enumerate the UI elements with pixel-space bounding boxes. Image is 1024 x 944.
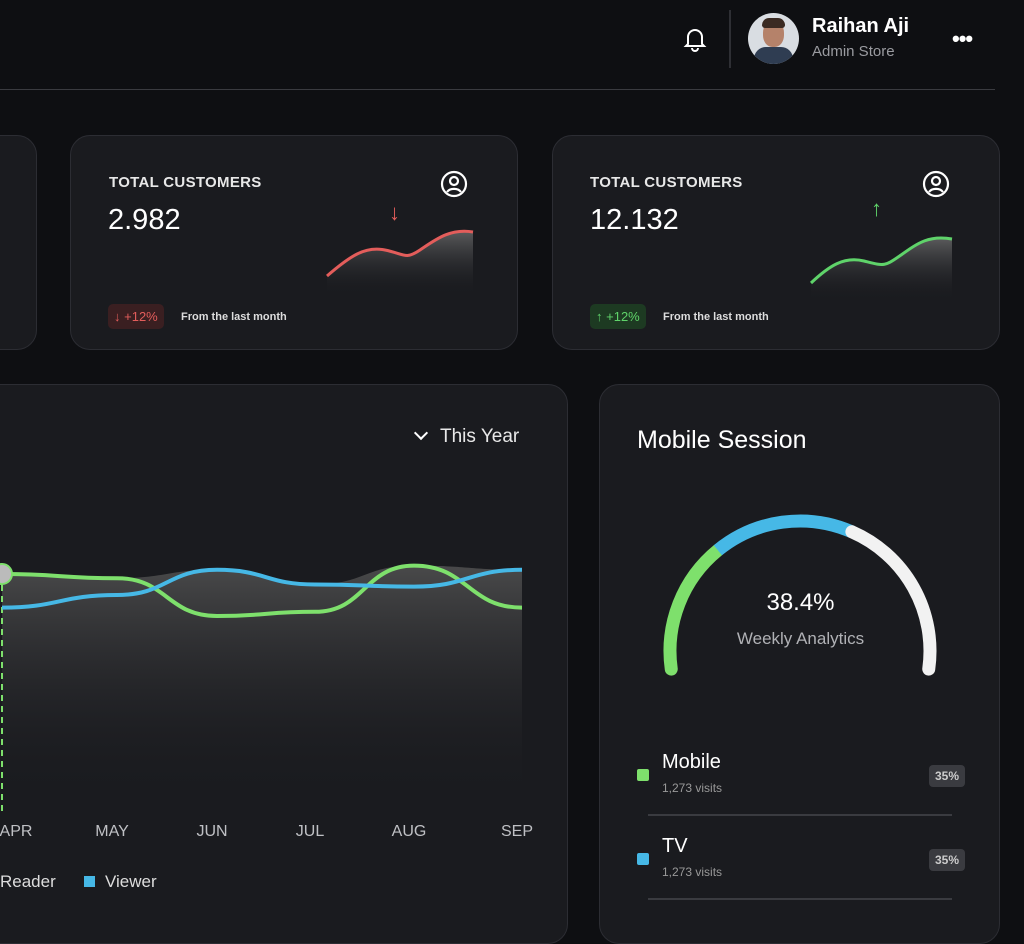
- list-item-tv: TV 1,273 visits 35%: [600, 829, 1001, 889]
- card-value: 2.982: [108, 204, 181, 236]
- item-name: Mobile: [662, 751, 721, 773]
- area-fill: [2, 565, 522, 800]
- more-options-icon[interactable]: •••: [952, 26, 973, 51]
- list-divider: [648, 898, 952, 900]
- x-tick-label: AUG: [391, 823, 427, 840]
- tv-swatch: [637, 853, 649, 865]
- x-tick-label: JUN: [196, 823, 228, 840]
- change-note: From the last month: [181, 311, 287, 323]
- legend-label: Viewer: [105, 872, 157, 891]
- arrow-up-icon: ↑: [871, 196, 882, 221]
- stat-card-1: TOTAL CUSTOMERS 2.982 ↓ ↓ +12% From the …: [70, 135, 518, 350]
- item-name: TV: [662, 835, 688, 857]
- card-title: TOTAL CUSTOMERS: [590, 174, 743, 191]
- list-item-mobile: Mobile 1,273 visits 35%: [600, 745, 1001, 805]
- notification-bell-icon[interactable]: [683, 26, 707, 57]
- gauge-percent: 38.4%: [766, 589, 835, 616]
- partial-stat-card: [0, 135, 37, 350]
- x-tick-label: SEP: [500, 823, 534, 840]
- sparkline-down: [326, 229, 474, 296]
- item-percent-badge: 35%: [928, 765, 965, 787]
- card-value: 12.132: [590, 204, 679, 236]
- change-note: From the last month: [663, 311, 769, 323]
- mobile-session-card: Mobile Session 38.4% Weekly Analytics Mo…: [599, 384, 1000, 944]
- item-percent-badge: 35%: [928, 849, 965, 871]
- header-divider-line: [0, 89, 995, 90]
- stat-card-2: TOTAL CUSTOMERS 12.132 ↑ ↑ +12% From the…: [552, 135, 1000, 350]
- series-line-reader: [1, 563, 523, 619]
- gauge-segment: [663, 543, 725, 676]
- gauge-segment: [713, 514, 855, 556]
- change-badge: ↓ +12%: [108, 304, 164, 329]
- change-value: +12%: [606, 309, 640, 324]
- x-tick-label: JUL: [295, 823, 325, 840]
- item-visits: 1,273 visits: [662, 865, 723, 879]
- user-role: Admin Store: [812, 43, 895, 60]
- user-circle-icon: [922, 170, 950, 203]
- avatar[interactable]: [748, 13, 799, 64]
- card-title: TOTAL CUSTOMERS: [109, 174, 262, 191]
- change-value: +12%: [124, 309, 158, 324]
- legend-swatch: [84, 876, 95, 887]
- period-dropdown[interactable]: This Year: [413, 425, 520, 448]
- gauge-segment: [845, 525, 937, 676]
- list-divider: [648, 814, 952, 816]
- item-visits: 1,273 visits: [662, 781, 723, 795]
- legend-viewer: Viewer: [84, 872, 157, 892]
- user-circle-icon: [440, 170, 468, 203]
- hover-point[interactable]: [0, 563, 13, 585]
- line-chart: [0, 563, 523, 815]
- sparkline-up: [809, 236, 953, 301]
- gauge-label: Weekly Analytics: [736, 629, 865, 648]
- user-name: Raihan Aji: [812, 15, 910, 37]
- mobile-session-title: Mobile Session: [637, 426, 807, 454]
- x-tick-label: MAY: [95, 823, 129, 840]
- change-badge: ↑ +12%: [590, 304, 646, 329]
- arrow-down-icon: ↓: [389, 200, 400, 225]
- header-divider: [729, 10, 731, 68]
- legend-label: Reader: [0, 872, 56, 891]
- legend-reader: Reader: [0, 872, 56, 892]
- x-tick-label: APR: [0, 823, 33, 840]
- mobile-swatch: [637, 769, 649, 781]
- period-label: This Year: [440, 426, 520, 447]
- gauge-chart: [663, 514, 937, 676]
- series-line-viewer: [1, 567, 523, 610]
